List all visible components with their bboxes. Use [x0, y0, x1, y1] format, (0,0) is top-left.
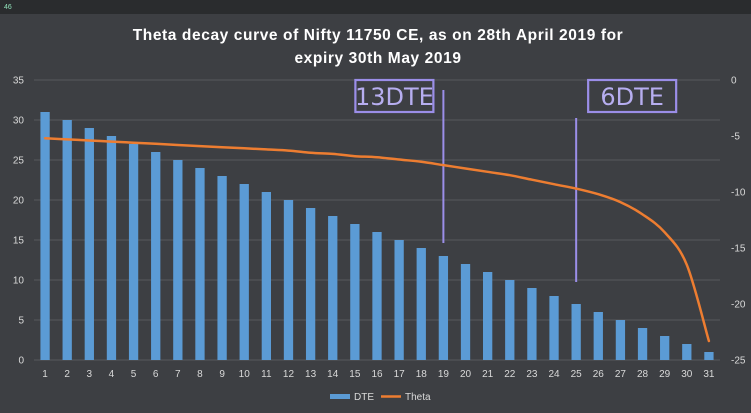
dte-bar	[637, 328, 648, 360]
left-axis-tick-label: 5	[18, 316, 24, 327]
dte-bar	[283, 200, 294, 360]
left-axis-ticks: 0 5 10 15 20 25 30 35	[13, 76, 25, 367]
x-axis-tick-label: 6	[153, 369, 159, 380]
x-axis-tick-label: 22	[504, 369, 516, 380]
x-axis-tick-label: 19	[438, 369, 450, 380]
legend-dte-label: DTE	[354, 392, 374, 403]
legend-theta-label: Theta	[405, 392, 431, 403]
left-axis-tick-label: 25	[13, 156, 25, 167]
dte-bar	[128, 144, 139, 360]
x-axis-tick-label: 13	[305, 369, 317, 380]
right-axis-ticks: 0 -5 -10 -15 -20 -25	[731, 76, 746, 367]
x-axis-tick-label: 24	[548, 369, 560, 380]
x-axis-tick-label: 23	[526, 369, 538, 380]
legend: DTE Theta	[330, 392, 431, 403]
x-axis-tick-label: 5	[131, 369, 137, 380]
top-banner	[0, 0, 751, 14]
dte-bar	[84, 128, 94, 360]
x-axis-tick-label: 21	[482, 369, 494, 380]
x-axis-tick-label: 8	[197, 369, 203, 380]
left-axis-tick-label: 10	[13, 276, 25, 287]
x-axis-tick-label: 16	[371, 369, 383, 380]
right-axis-tick-label: -20	[731, 300, 746, 311]
x-axis-tick-label: 25	[571, 369, 583, 380]
x-axis-ticks: 1 2 3 4 5 6 7 8 9 10 11 12 13 14 15 16 17 18 19 20 21 22 23 24 2…	[42, 369, 715, 380]
x-axis-tick-label: 9	[219, 369, 225, 380]
dte-bar	[195, 168, 205, 360]
x-axis-tick-label: 30	[681, 369, 693, 380]
right-axis-tick-label: -25	[731, 356, 746, 367]
left-axis-tick-label: 35	[13, 76, 25, 87]
x-axis-tick-label: 2	[64, 369, 70, 380]
x-axis-tick-label: 20	[460, 369, 472, 380]
annotation-box	[587, 78, 678, 114]
dte-bar	[217, 176, 227, 360]
dte-bar	[40, 112, 50, 360]
x-axis-tick-label: 12	[283, 369, 295, 380]
dte-bar	[438, 256, 449, 360]
annotation-label: 13DTE	[355, 83, 434, 111]
dte-bar	[239, 184, 249, 360]
x-axis-tick-label: 14	[327, 369, 339, 380]
dte-bar	[615, 320, 626, 360]
dte-bars	[40, 112, 714, 360]
x-axis-tick-label: 27	[615, 369, 627, 380]
x-axis-tick-label: 18	[416, 369, 428, 380]
x-axis-tick-label: 10	[239, 369, 251, 380]
dte-bar	[527, 288, 537, 360]
dte-bar	[372, 232, 382, 360]
left-axis-tick-label: 20	[13, 196, 25, 207]
dte-bar	[682, 344, 692, 360]
theta-line	[43, 136, 711, 343]
dte-bar	[505, 280, 515, 360]
corner-label: 46	[4, 4, 12, 11]
x-axis-tick-label: 11	[261, 369, 272, 380]
theta-series	[43, 136, 711, 343]
dte-bar	[62, 120, 72, 360]
dte-bar	[350, 224, 360, 360]
x-axis-tick-label: 17	[394, 369, 406, 380]
dte-bar	[173, 160, 183, 360]
annotation-box	[354, 78, 435, 114]
left-axis-tick-label: 15	[13, 236, 25, 247]
dte-bar	[106, 136, 117, 360]
annotation-label: 6DTE	[600, 83, 664, 111]
x-axis-tick-label: 1	[42, 369, 48, 380]
dte-bar	[482, 272, 493, 360]
right-axis-tick-label: -15	[731, 244, 746, 255]
x-axis-tick-label: 4	[109, 369, 115, 380]
dte-bar	[660, 336, 670, 360]
legend-dte-swatch	[330, 394, 350, 399]
dte-bar	[571, 304, 581, 360]
x-axis-tick-label: 26	[593, 369, 605, 380]
x-axis-tick-label: 29	[659, 369, 671, 380]
dte-bar	[460, 264, 471, 360]
x-axis-tick-label: 7	[175, 369, 181, 380]
x-axis-tick-label: 15	[349, 369, 361, 380]
dte-bar	[328, 216, 338, 360]
x-axis-tick-label: 3	[87, 369, 93, 380]
dte-bar	[549, 296, 559, 360]
right-axis-tick-label: -5	[731, 132, 740, 143]
chart-title-line-1: Theta decay curve of Nifty 11750 CE, as …	[133, 27, 624, 44]
annotations: 13DTE 6DTE	[354, 78, 678, 282]
x-axis-tick-label: 31	[703, 369, 715, 380]
dte-bar	[394, 240, 404, 360]
right-axis-tick-label: 0	[731, 76, 737, 87]
left-axis-tick-label: 30	[13, 116, 25, 127]
dte-bar	[305, 208, 316, 360]
chart-title-line-2: expiry 30th May 2019	[294, 50, 461, 67]
x-axis-tick-label: 28	[637, 369, 649, 380]
dte-bar	[593, 312, 603, 360]
dte-bar	[261, 192, 272, 360]
dte-bar	[416, 248, 426, 360]
dte-bar	[151, 152, 161, 360]
right-axis-tick-label: -10	[731, 188, 746, 199]
dte-bar	[704, 352, 714, 360]
left-axis-tick-label: 0	[18, 356, 24, 367]
